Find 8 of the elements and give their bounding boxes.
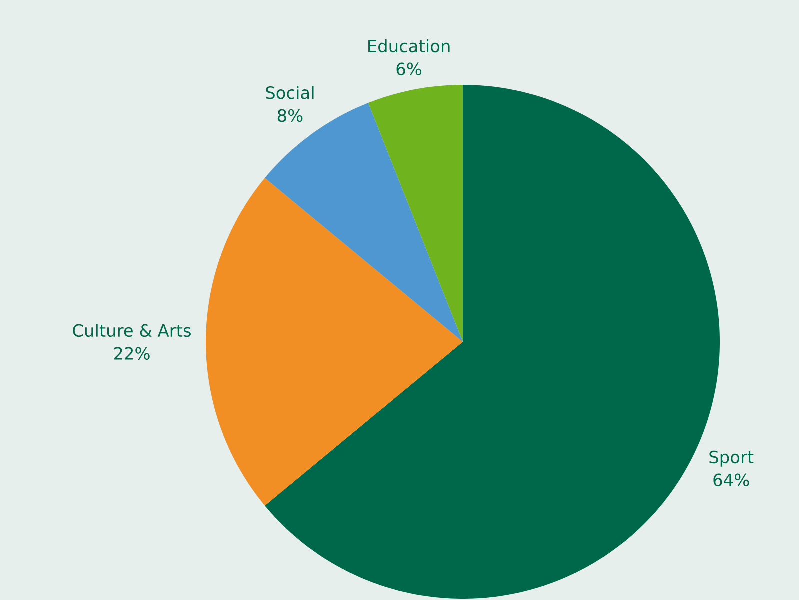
- slice-label: Education: [368, 40, 450, 53]
- data-label: 64%: [714, 474, 750, 487]
- slice-label: Sport: [710, 450, 754, 467]
- slice-label: Culture & Arts: [73, 324, 191, 338]
- data-label: 6%: [396, 62, 422, 76]
- slice-label: Social: [266, 86, 314, 100]
- data-label: 22%: [114, 347, 150, 360]
- data-label: 8%: [278, 109, 303, 122]
